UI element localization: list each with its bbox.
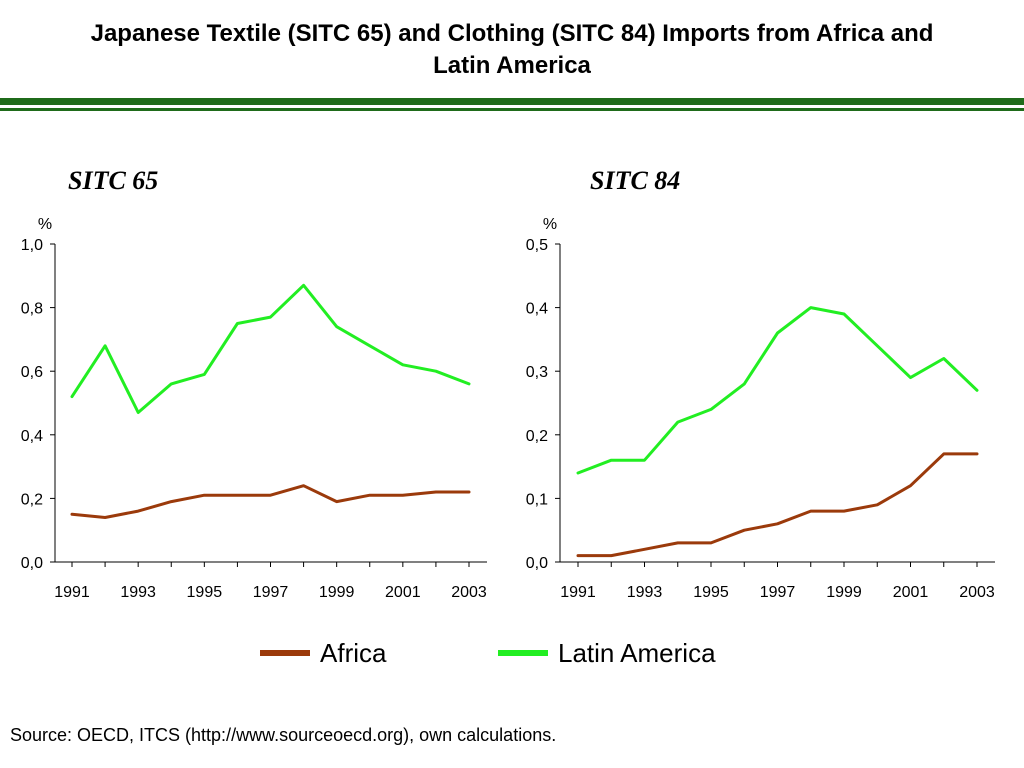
page-title-line-1: Japanese Textile (SITC 65) and Clothing … (90, 20, 934, 47)
series-line-africa-sitc84 (576, 452, 979, 558)
page-title-line-2: Latin America (433, 52, 591, 79)
y-tick-label-sitc65: 0,2 (21, 491, 43, 508)
legend-latin-america: Latin America (498, 636, 716, 670)
x-tick-label-sitc84: 1999 (826, 584, 862, 601)
x-tick-label-sitc84: 2001 (893, 584, 929, 601)
chart-title-sitc84: SITC 84 (590, 166, 681, 195)
y-tick-label-sitc65: 0,4 (21, 428, 43, 445)
x-tick-label-sitc65: 2003 (451, 584, 487, 601)
y-tick-label-sitc84: 0,3 (526, 364, 548, 381)
x-tick-label-sitc84: 1995 (693, 584, 729, 601)
legend-africa: Africa (260, 636, 386, 670)
chart-title-sitc65: SITC 65 (68, 166, 159, 195)
series-line-latin-america-sitc84 (576, 306, 979, 475)
x-tick-label-sitc84: 1997 (760, 584, 796, 601)
y-tick-label-sitc65: 0,8 (21, 301, 43, 318)
y-tick-label-sitc84: 0,4 (526, 301, 548, 318)
y-unit-label-sitc65: % (38, 216, 52, 233)
x-tick-label-sitc65: 1999 (319, 584, 355, 601)
x-tick-label-sitc65: 1991 (54, 584, 90, 601)
y-tick-label-sitc84: 0,2 (526, 428, 548, 445)
legend-africa-swatch (260, 650, 310, 656)
x-tick-label-sitc65: 2001 (385, 584, 421, 601)
y-tick-label-sitc84: 0,1 (526, 491, 548, 508)
x-tick-label-sitc84: 1991 (560, 584, 596, 601)
header-rule-thick (0, 98, 1024, 105)
series-line-africa-sitc65 (70, 484, 471, 519)
y-tick-label-sitc84: 0,5 (526, 237, 548, 254)
legend-latin-america-swatch (498, 650, 548, 656)
x-tick-label-sitc65: 1997 (253, 584, 289, 601)
series-line-latin-america-sitc65 (70, 283, 471, 414)
y-tick-label-sitc65: 0,0 (21, 555, 43, 572)
y-tick-label-sitc65: 0,6 (21, 364, 43, 381)
page-title: Japanese Textile (SITC 65) and Clothing … (0, 18, 1024, 82)
y-tick-label-sitc65: 1,0 (21, 237, 43, 254)
x-tick-label-sitc84: 2003 (959, 584, 995, 601)
x-tick-label-sitc65: 1993 (120, 584, 156, 601)
legend-latin-america-label: Latin America (558, 637, 716, 668)
y-tick-label-sitc84: 0,0 (526, 555, 548, 572)
x-tick-label-sitc65: 1995 (187, 584, 223, 601)
y-unit-label-sitc84: % (543, 216, 557, 233)
x-tick-label-sitc84: 1993 (627, 584, 663, 601)
source-note: Source: OECD, ITCS (http://www.sourceoec… (10, 725, 557, 745)
header-rule-thin (0, 108, 1024, 111)
legend-africa-label: Africa (320, 637, 387, 668)
